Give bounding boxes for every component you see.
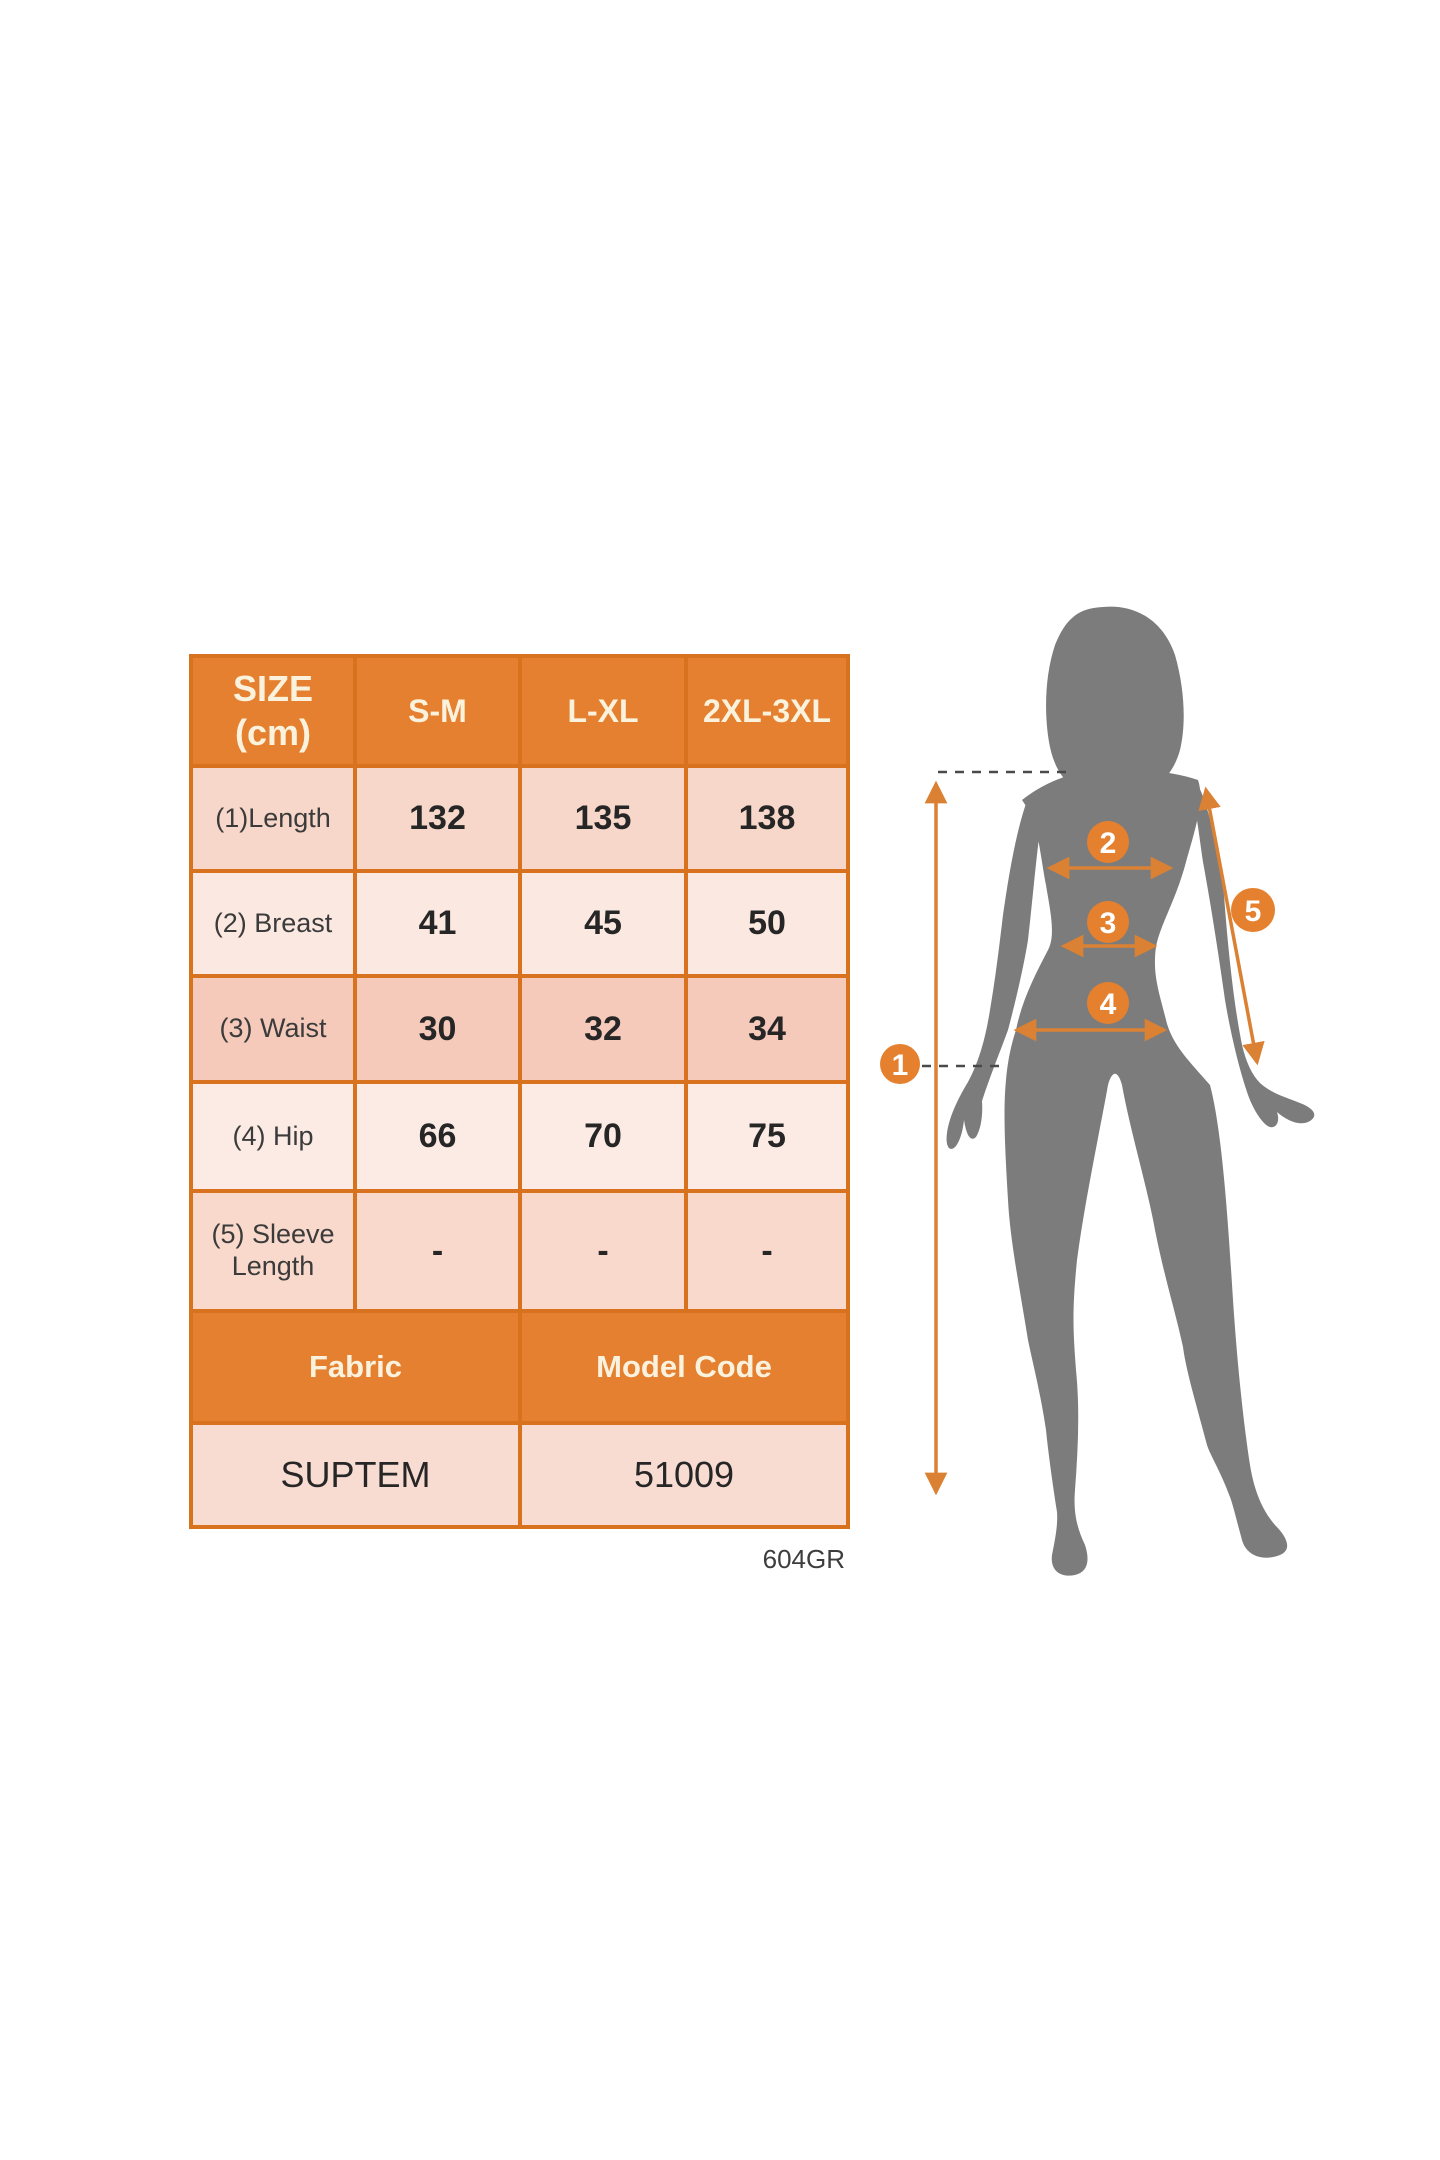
measurement-arrows [924, 780, 1265, 1496]
badge-4-label: 4 [1100, 988, 1117, 1021]
badge-2-circle [1087, 821, 1129, 863]
hip-value-2xl-3xl: 75 [688, 1084, 846, 1189]
breast-value-l-xl: 45 [522, 873, 684, 974]
row-label-sleeve-length: (5) Sleeve Length [193, 1193, 353, 1309]
model-code-value: 51009 [522, 1425, 846, 1525]
waist-value-l-xl: 32 [522, 978, 684, 1080]
breast-value-2xl-3xl: 50 [688, 873, 846, 974]
badge-1-circle [880, 1044, 920, 1084]
reference-dashed-lines [922, 770, 1068, 1068]
breast-value-s-m: 41 [357, 873, 518, 974]
column-header-2xl-3xl: 2XL-3XL [688, 658, 846, 764]
fabric-value: SUPTEM [193, 1425, 518, 1525]
sleeve-value-s-m: - [357, 1193, 518, 1309]
badge-5-circle [1231, 888, 1275, 932]
hip-value-s-m: 66 [357, 1084, 518, 1189]
badge-1-label: 1 [892, 1049, 909, 1082]
sleeve-value-2xl-3xl: - [688, 1193, 846, 1309]
measure-point-badges: 1 2 3 4 5 [880, 821, 1275, 1084]
sleeve-value-l-xl: - [522, 1193, 684, 1309]
waist-value-s-m: 30 [357, 978, 518, 1080]
size-unit-header-cell: SIZE (cm) [193, 658, 353, 764]
hip-value-l-xl: 70 [522, 1084, 684, 1189]
length-value-l-xl: 135 [522, 768, 684, 869]
length-value-s-m: 132 [357, 768, 518, 869]
row-label-breast: (2) Breast [193, 873, 353, 974]
column-header-l-xl: L-XL [522, 658, 684, 764]
fabric-header: Fabric [193, 1313, 518, 1421]
size-table: SIZE (cm) S-M L-XL 2XL-3XL (1)Length 132… [189, 654, 850, 1529]
waist-value-2xl-3xl: 34 [688, 978, 846, 1080]
badge-5-label: 5 [1245, 895, 1262, 928]
model-code-header: Model Code [522, 1313, 846, 1421]
row-label-hip: (4) Hip [193, 1084, 353, 1189]
row-label-length: (1)Length [193, 768, 353, 869]
body-measurement-diagram: 1 2 3 4 5 [880, 606, 1315, 1576]
badge-4-circle [1087, 982, 1129, 1024]
badge-3-label: 3 [1100, 907, 1117, 940]
sleeve-arrow [1198, 786, 1265, 1066]
badge-2-label: 2 [1100, 827, 1117, 860]
female-silhouette-icon [946, 606, 1315, 1576]
badge-3-circle [1087, 901, 1129, 943]
product-code: 604GR [762, 1544, 845, 1574]
size-header-line2: (cm) [234, 712, 311, 753]
length-value-2xl-3xl: 138 [688, 768, 846, 869]
row-label-waist: (3) Waist [193, 978, 353, 1080]
column-header-s-m: S-M [357, 658, 518, 764]
size-header-line1: SIZE [232, 668, 313, 710]
